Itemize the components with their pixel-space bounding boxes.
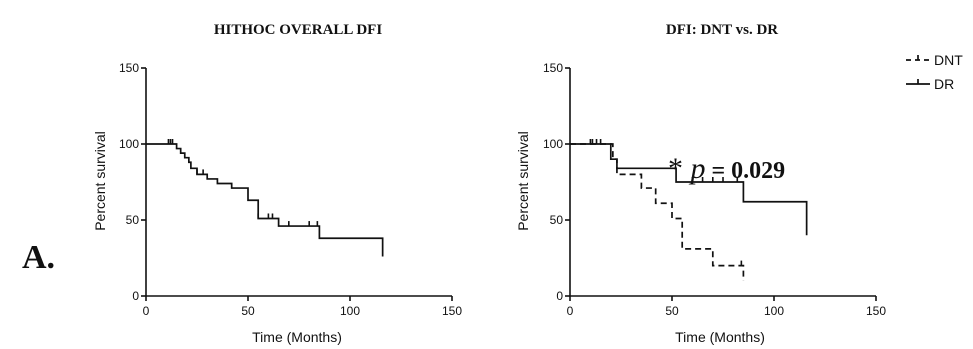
chart-right-ytick-label: 50 — [550, 213, 564, 227]
chart-left-xtick-label: 0 — [143, 304, 150, 318]
p-value-annotation: * p = 0.029 — [668, 152, 785, 185]
chart-right-series-dr — [570, 143, 808, 236]
legend: DNT DR — [906, 52, 963, 92]
chart-left-ytick-label: 150 — [119, 61, 139, 75]
chart-left-series-overall — [146, 143, 384, 257]
legend-dr-label: DR — [934, 76, 954, 92]
chart-right-title-text: DFI: DNT vs. DR — [666, 22, 778, 38]
p-value-prefix: * — [668, 152, 691, 185]
p-value-number: = 0.029 — [706, 158, 786, 184]
chart-right-curves — [570, 139, 808, 281]
chart-right-ytick-label: 100 — [543, 137, 563, 151]
chart-right-axes: 0 50 100 150 0 50 100 150 — [543, 61, 886, 318]
chart-right-xlabel: Time (Months) — [675, 329, 765, 345]
chart-left: HITHOC OVERALL DFI 0 50 100 150 0 50 100 150 Ti… — [92, 22, 462, 345]
chart-left-curves — [146, 139, 384, 257]
chart-right-ytick-label: 0 — [556, 289, 563, 303]
chart-right-xtick-label: 50 — [665, 304, 679, 318]
chart-left-ylabel: Percent survival — [92, 131, 108, 231]
chart-right-title: DFI: DNT vs. DR — [666, 22, 778, 38]
chart-left-ytick-label: 50 — [126, 213, 140, 227]
chart-right-xtick-label: 100 — [764, 304, 784, 318]
chart-left-ytick-label: 100 — [119, 137, 139, 151]
chart-right: DFI: DNT vs. DR 0 50 100 150 0 50 100 150 Time … — [515, 22, 963, 345]
panel-label: A. — [22, 239, 55, 276]
chart-right-xtick-label: 150 — [866, 304, 886, 318]
chart-right-ylabel: Percent survival — [515, 131, 531, 231]
chart-right-xtick-label: 0 — [567, 304, 574, 318]
p-value-symbol: p — [689, 152, 706, 185]
chart-right-series-dnt — [570, 143, 745, 281]
chart-left-xtick-label: 100 — [340, 304, 360, 318]
chart-left-axes: 0 50 100 150 0 50 100 150 — [119, 61, 462, 318]
chart-left-xtick-label: 50 — [241, 304, 255, 318]
legend-dnt-label: DNT — [934, 52, 963, 68]
chart-left-ytick-label: 0 — [132, 289, 139, 303]
chart-left-xlabel: Time (Months) — [252, 329, 342, 345]
chart-right-ytick-label: 150 — [543, 61, 563, 75]
chart-left-xtick-label: 150 — [442, 304, 462, 318]
chart-left-title: HITHOC OVERALL DFI — [214, 22, 383, 38]
